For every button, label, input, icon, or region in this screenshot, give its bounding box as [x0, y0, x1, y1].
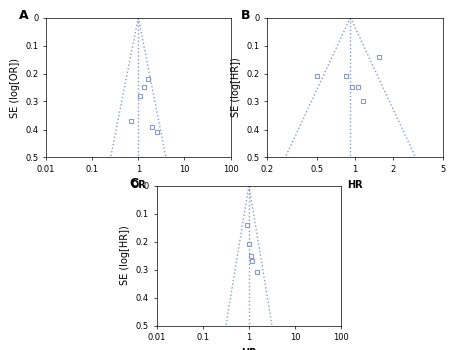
Y-axis label: SE (log[OR]): SE (log[OR]) — [10, 57, 20, 118]
Y-axis label: SE (log[HR]): SE (log[HR]) — [231, 58, 241, 117]
X-axis label: HR: HR — [241, 348, 257, 350]
Y-axis label: SE (log[HR]): SE (log[HR]) — [120, 226, 130, 285]
Text: B: B — [241, 9, 251, 22]
Text: A: A — [18, 9, 28, 22]
X-axis label: OR: OR — [130, 180, 146, 190]
X-axis label: HR: HR — [347, 180, 363, 190]
Text: C: C — [129, 177, 138, 190]
